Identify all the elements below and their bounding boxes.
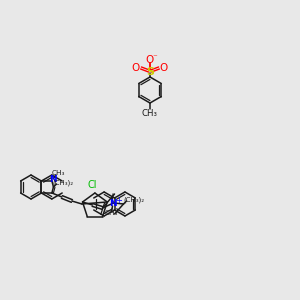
Text: CH₃: CH₃ — [51, 170, 64, 176]
Text: Cl: Cl — [87, 180, 97, 190]
Text: CH₃: CH₃ — [142, 109, 158, 118]
Text: (CH₃)₂: (CH₃)₂ — [123, 197, 144, 203]
Text: (CH₃)₂: (CH₃)₂ — [52, 180, 73, 186]
Text: N: N — [49, 175, 57, 184]
Text: O: O — [132, 63, 140, 73]
Text: O: O — [145, 55, 153, 65]
Text: N: N — [109, 200, 116, 208]
Text: ⁻: ⁻ — [153, 53, 158, 62]
Text: CH₃: CH₃ — [105, 210, 118, 216]
Text: O: O — [160, 63, 168, 73]
Text: +: + — [115, 196, 122, 206]
Text: S: S — [146, 67, 154, 77]
